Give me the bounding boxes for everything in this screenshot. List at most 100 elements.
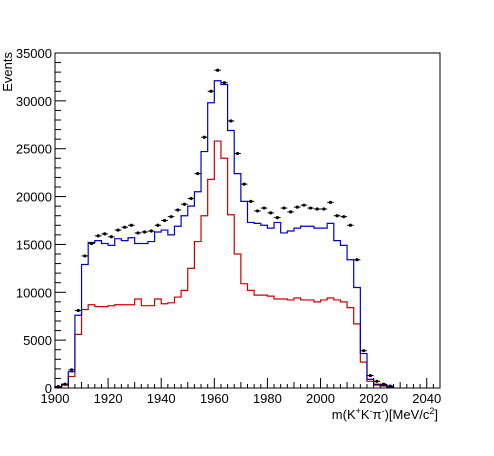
data-point (280, 206, 288, 210)
series-layer (54, 68, 395, 389)
data-point-marker (388, 384, 392, 388)
data-point-marker (249, 199, 253, 203)
data-point (287, 210, 294, 214)
data-point-marker (362, 349, 366, 353)
data-point (134, 231, 142, 235)
data-point (234, 151, 241, 156)
x-tick-label: 2040 (412, 391, 441, 406)
data-point (333, 214, 341, 218)
x-axis-title: m(K+K-π-)[MeV/c2] (332, 406, 438, 422)
data-point-marker (335, 214, 339, 218)
data-point-marker (289, 210, 293, 214)
data-point (167, 215, 175, 219)
axis-layer: 1900 1920 1940 1960 1980 2000 2020 2040 0 5000 100… (16, 46, 441, 406)
y-tick-label: 25000 (16, 142, 52, 157)
data-point-marker (83, 254, 87, 258)
x-axis-title-pi-sup: - (382, 406, 385, 416)
data-point (201, 135, 208, 139)
data-point (366, 373, 374, 378)
x-axis-title-end: ] (434, 407, 438, 422)
y-tick-label: 15000 (16, 237, 52, 252)
x-axis-title-mid: K (361, 407, 370, 422)
data-point-marker (229, 119, 233, 123)
data-point-marker (308, 206, 313, 210)
x-axis-title-c-sup: 2 (429, 406, 434, 416)
data-point-marker (322, 207, 326, 211)
data-point-marker (269, 211, 273, 215)
data-point (214, 68, 221, 72)
data-point-marker (162, 218, 167, 223)
data-point-marker (235, 151, 240, 156)
data-point (74, 308, 82, 313)
data-point-marker (76, 308, 80, 313)
data-point-marker (89, 241, 94, 246)
data-point-marker (355, 258, 359, 262)
y-tick-label: 35000 (16, 46, 52, 61)
data-point (81, 254, 89, 258)
x-tick-label: 2020 (359, 391, 388, 406)
x-axis-title-pi: π (373, 407, 382, 422)
data-point (347, 223, 354, 227)
data-point-marker (189, 196, 193, 201)
x-axis-title-base: m(K (332, 407, 356, 422)
data-point-marker (136, 231, 140, 235)
data-point (154, 223, 162, 227)
data-point (220, 81, 228, 85)
data-point-marker (196, 172, 200, 176)
data-point-marker (222, 81, 226, 85)
data-point (274, 216, 281, 220)
data-point-marker (129, 223, 133, 227)
data-point (181, 202, 188, 206)
data-point (61, 382, 69, 386)
data-point (300, 203, 308, 207)
data-point (55, 384, 62, 389)
data-point-marker (123, 225, 127, 229)
data-point-marker (282, 206, 286, 210)
data-point (380, 382, 387, 386)
data-point (187, 196, 195, 201)
x-tick-label: 1900 (41, 391, 70, 406)
data-point (101, 232, 109, 236)
y-tick-label: 0 (45, 381, 52, 396)
data-point-marker (375, 379, 379, 383)
red-histogram-line (54, 140, 395, 388)
x-tick-label: 1980 (253, 391, 282, 406)
data-point-marker (255, 209, 260, 213)
y-axis-title: Events (0, 52, 15, 92)
data-point-marker (275, 216, 279, 220)
data-point-marker (96, 234, 100, 238)
data-point (114, 228, 122, 232)
data-point (307, 206, 314, 210)
data-point-marker (381, 382, 386, 386)
data-point (94, 234, 102, 238)
data-point (161, 218, 168, 223)
data-point (254, 209, 261, 213)
data-point-marker (156, 223, 160, 227)
data-point (313, 207, 321, 211)
data-point-marker (302, 203, 306, 207)
data-point-marker (116, 228, 120, 232)
blue-histogram-line (54, 80, 395, 388)
data-point (293, 205, 301, 209)
data-point-marker (328, 200, 333, 204)
y-tick-label: 10000 (16, 285, 52, 300)
data-point (121, 225, 129, 229)
data-point (247, 199, 255, 203)
data-point (340, 215, 348, 219)
x-tick-label: 1960 (200, 391, 229, 406)
data-point (227, 119, 235, 123)
data-point (267, 211, 275, 215)
data-point (353, 258, 361, 262)
data-point-marker (182, 202, 187, 206)
data-point-marker (342, 215, 346, 219)
data-point (327, 200, 334, 204)
data-point-marker (262, 206, 266, 210)
x-tick-label: 1920 (94, 391, 123, 406)
data-point (207, 89, 215, 93)
data-point-marker (209, 89, 213, 93)
data-point (240, 182, 248, 186)
y-tick-label: 30000 (16, 94, 52, 109)
data-point (194, 172, 202, 176)
